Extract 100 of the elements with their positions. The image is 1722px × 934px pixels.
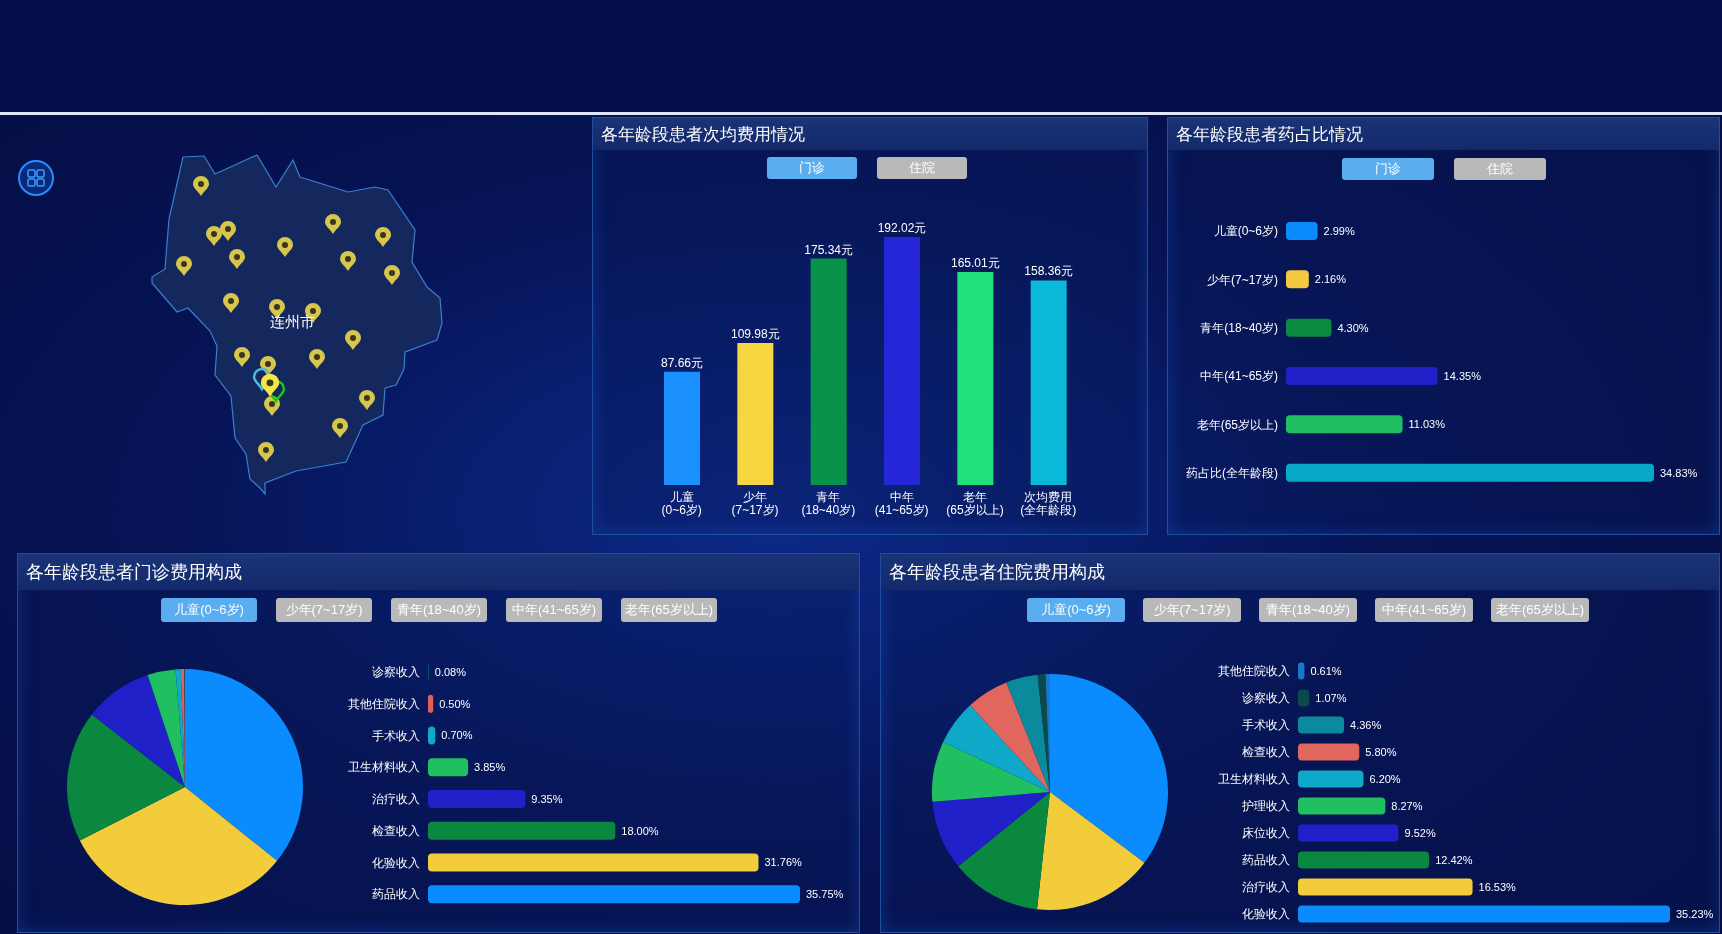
bar: [1286, 415, 1403, 434]
y-tick-label: 手术收入: [1242, 718, 1290, 733]
data-label: 4.36%: [1350, 718, 1382, 731]
y-tick-label: 药品收入: [1242, 853, 1290, 868]
bar: [428, 758, 469, 777]
y-tick-label: 老年(65岁以上): [1196, 417, 1278, 432]
bar: [1286, 270, 1309, 289]
bar: [810, 258, 847, 485]
pie-slice: [185, 669, 303, 861]
bar: [884, 237, 920, 485]
y-tick-label: 中年(41~65岁): [1200, 369, 1278, 384]
pie-slice: [958, 792, 1050, 910]
data-label: 34.83%: [1660, 466, 1698, 479]
y-tick-label: 检查收入: [1242, 745, 1290, 760]
pie-slice: [1037, 792, 1145, 910]
pie-slice: [932, 742, 1050, 802]
data-label: 31.76%: [764, 856, 803, 869]
y-tick-label: 其他住院收入: [1218, 664, 1290, 679]
text: 门诊: [767, 157, 857, 179]
data-label: 0.50%: [439, 697, 471, 710]
data-label: 8.27%: [1391, 799, 1423, 812]
text: 青年(18~40岁): [391, 598, 487, 622]
pie-slice: [932, 792, 1050, 867]
y-tick-label: 诊察收入: [1242, 691, 1290, 706]
x-tick-label: 中年 (41~65岁): [874, 490, 929, 517]
bar: [428, 790, 526, 808]
text: 少年(7~17岁): [1143, 598, 1241, 622]
data-label: 2.16%: [1314, 273, 1347, 286]
data-label: 0.70%: [441, 729, 473, 742]
chart-title: 各年龄段患者药占比情况: [1168, 118, 1719, 150]
bar: [1298, 878, 1473, 896]
data-label: 9.52%: [1404, 826, 1436, 839]
y-tick-label: 少年(7~17岁): [1206, 272, 1278, 287]
text: 中年(41~65岁): [1375, 598, 1473, 622]
bar: [1286, 367, 1438, 385]
data-label: 6.20%: [1369, 772, 1401, 785]
y-tick-label: 检查收入: [372, 823, 420, 838]
y-tick-label: 药占比(全年龄段): [1186, 466, 1278, 481]
data-label: 5.80%: [1365, 745, 1397, 758]
data-label: 192.02元: [877, 221, 927, 235]
data-label: 1.07%: [1315, 691, 1347, 704]
data-label: 11.03%: [1408, 418, 1446, 431]
chart-title: 各年龄段患者门诊费用构成: [18, 554, 859, 590]
y-tick-label: 治疗收入: [1242, 880, 1290, 895]
text: 老年(65岁以上): [621, 598, 717, 622]
bar: [957, 271, 994, 485]
bar: [1298, 797, 1386, 815]
bar: [664, 371, 700, 485]
data-label: 35.23%: [1676, 907, 1714, 920]
pie-slice: [970, 682, 1050, 792]
y-tick-label: 治疗收入: [372, 792, 420, 807]
data-label: 2.99%: [1323, 224, 1355, 237]
bar: [428, 885, 800, 904]
bar: [1030, 280, 1067, 485]
y-tick-label: 诊察收入: [372, 665, 420, 680]
bar: [1298, 743, 1360, 761]
text: 儿童(0~6岁): [1027, 598, 1125, 622]
chart-title: 各年龄段患者住院费用构成: [881, 554, 1719, 590]
data-label: 165.01元: [950, 255, 1000, 270]
bar: [1298, 716, 1345, 734]
x-tick-label: 少年 (7~17岁): [731, 490, 779, 517]
x-tick-label: 次均费用 (全年龄段): [1020, 490, 1077, 517]
pie-slice: [91, 675, 185, 787]
data-label: 16.53%: [1478, 880, 1517, 893]
y-tick-label: 床位收入: [1242, 826, 1290, 841]
data-label: 14.35%: [1443, 369, 1482, 382]
chart-title: 各年龄段患者次均费用情况: [593, 118, 1147, 150]
data-label: 0.61%: [1310, 664, 1342, 677]
bar: [1298, 905, 1670, 923]
text: 青年(18~40岁): [1259, 598, 1357, 622]
bar: [1298, 770, 1364, 788]
y-tick-label: 药品收入: [372, 887, 420, 902]
text: 门诊: [1342, 158, 1434, 180]
y-tick-label: 卫生材料收入: [348, 760, 420, 775]
y-tick-label: 护理收入: [1241, 799, 1290, 814]
pie-slice: [1050, 674, 1168, 863]
text: 少年(7~17岁): [276, 598, 372, 622]
data-label: 9.35%: [531, 792, 563, 805]
bar: [1286, 318, 1332, 337]
text: 中年(41~65岁): [506, 598, 602, 622]
bar: [428, 853, 759, 872]
data-label: 18.00%: [621, 824, 659, 837]
y-tick-label: 儿童(0~6岁): [1213, 224, 1278, 239]
data-label: 12.42%: [1435, 853, 1473, 866]
data-label: 3.85%: [474, 761, 506, 774]
text: 老年(65岁以上): [1491, 598, 1589, 622]
data-label: 158.36元: [1024, 264, 1074, 279]
data-label: 0.08%: [434, 665, 467, 678]
data-label: 109.98元: [730, 326, 780, 341]
data-label: 175.34元: [804, 242, 854, 257]
text: 连州市: [269, 313, 315, 330]
data-label: 35.75%: [806, 888, 844, 901]
pie-slice: [943, 705, 1050, 792]
pie-slice: [1006, 674, 1050, 792]
x-tick-label: 儿童 (0~6岁): [661, 490, 702, 517]
y-tick-label: 卫生材料收入: [1218, 772, 1290, 787]
bar: [1286, 463, 1654, 482]
x-tick-label: 老年 (65岁以上): [946, 490, 1004, 517]
y-tick-label: 化验收入: [1242, 907, 1290, 922]
data-label: 4.30%: [1337, 321, 1369, 334]
